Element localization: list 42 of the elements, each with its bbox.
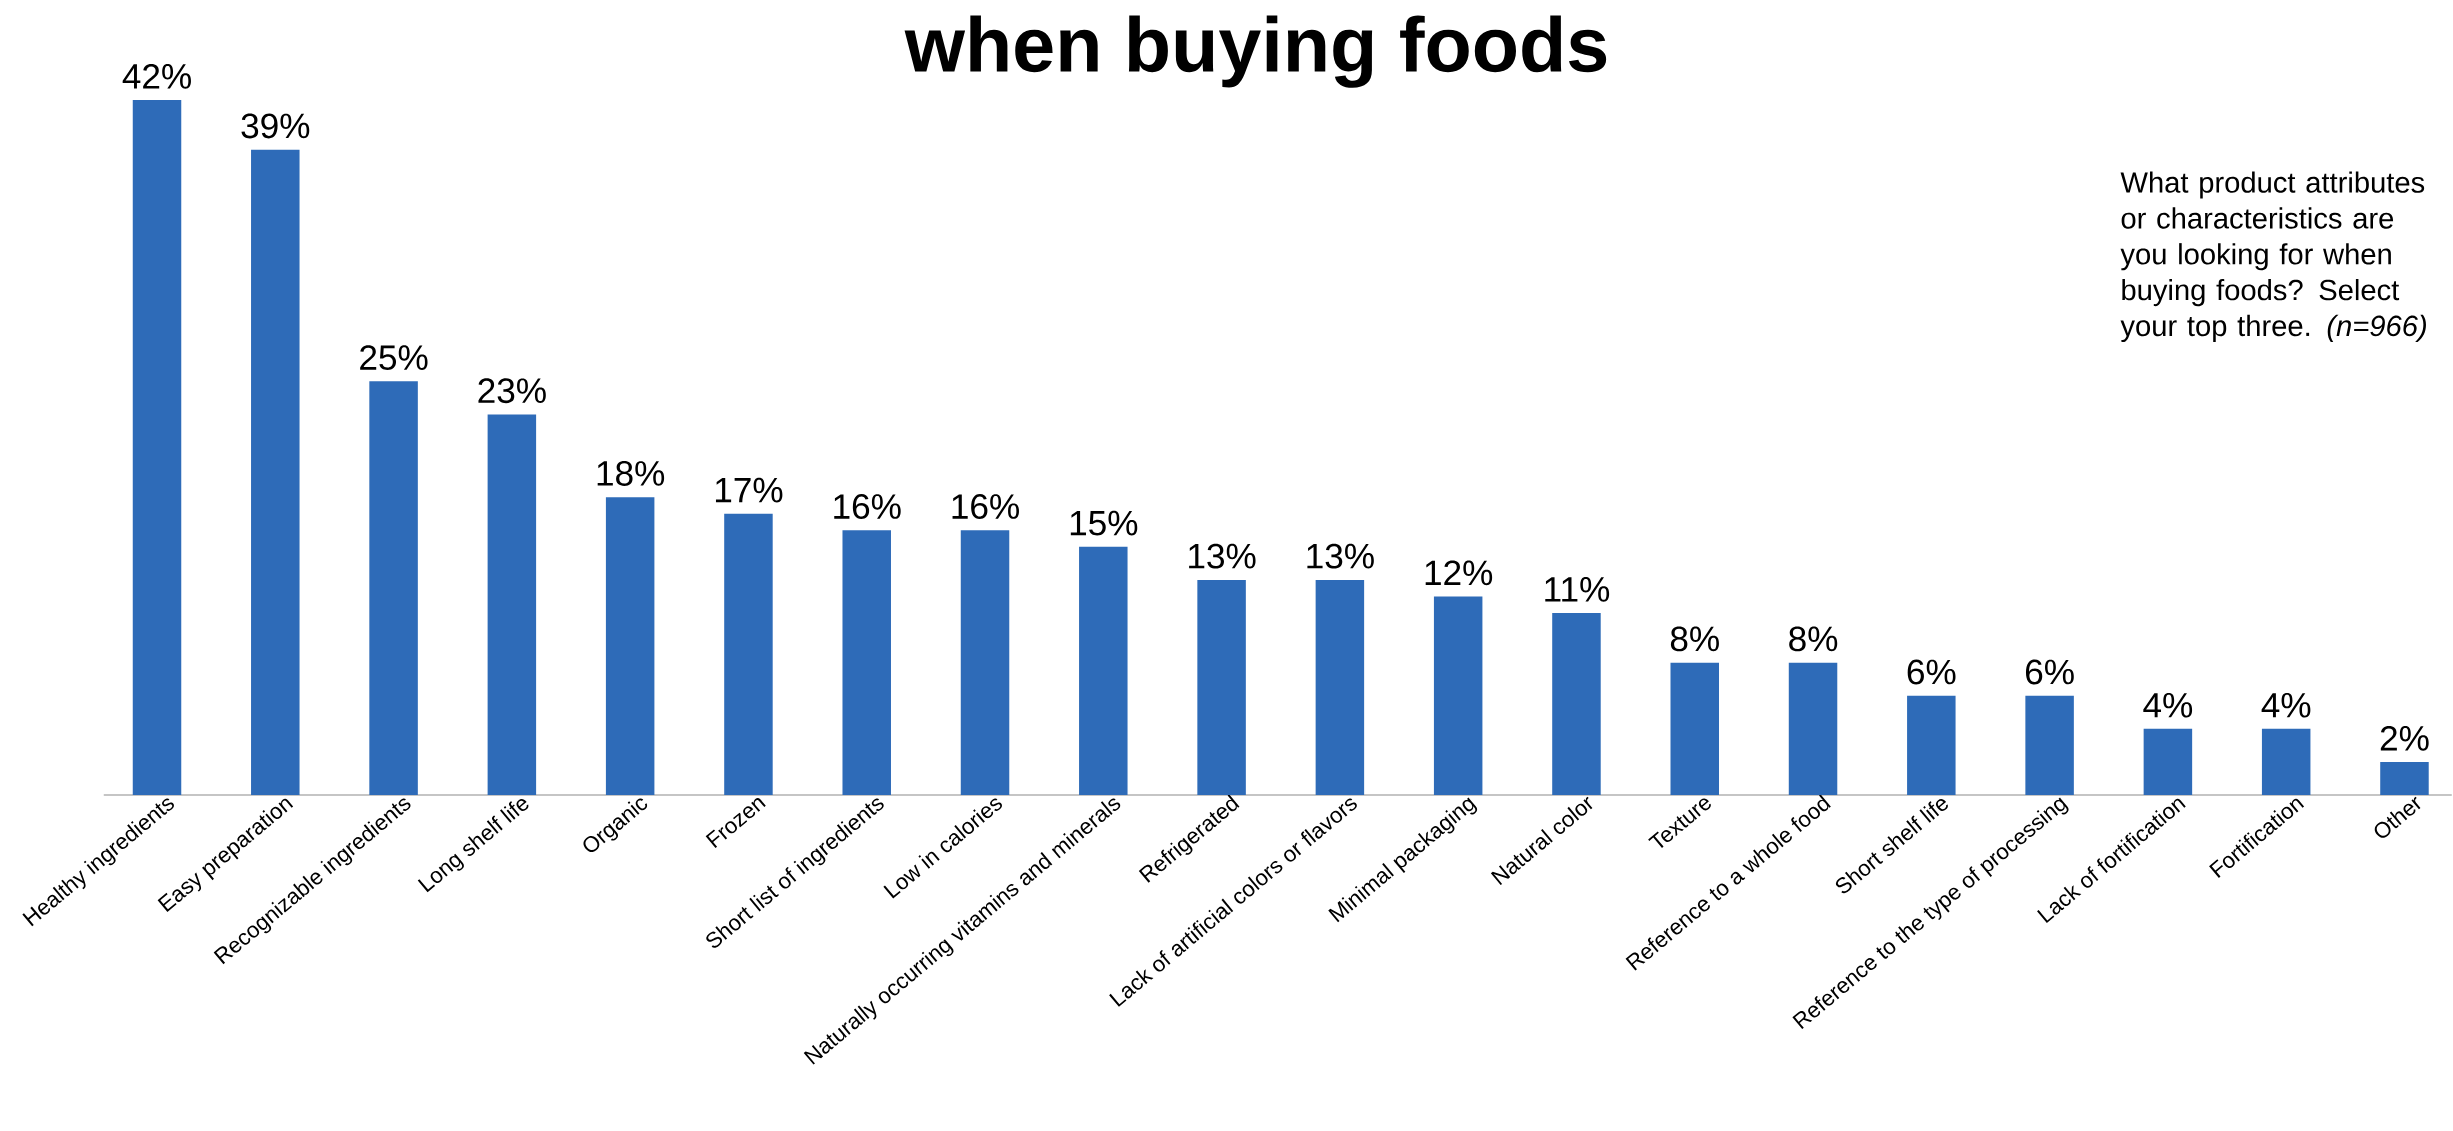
bar <box>1433 596 1483 795</box>
chart-title: when buying foods <box>904 15 1607 88</box>
data-label: 39% <box>241 113 310 139</box>
bar <box>487 414 537 795</box>
data-label: 8% <box>1789 626 1838 652</box>
bar <box>1552 612 1601 795</box>
data-label: 13% <box>1307 543 1374 569</box>
bar <box>1079 546 1128 795</box>
bar <box>1315 579 1365 795</box>
bar <box>724 513 773 795</box>
data-label: 4% <box>2261 692 2311 718</box>
data-label: 13% <box>1189 543 1256 569</box>
bar <box>960 530 1010 795</box>
bar <box>605 497 655 795</box>
bar <box>1197 579 1246 795</box>
data-label: 15% <box>1070 510 1138 536</box>
annotation: What product attributes or characteristics are you looking for when buying foods? Select your top three. (n=966) <box>2120 171 2426 343</box>
bar <box>2025 695 2074 795</box>
data-label: 11% <box>1545 577 1610 602</box>
data-label: 12% <box>1425 560 1493 586</box>
data-label: 23% <box>478 378 546 404</box>
data-label: 2% <box>2380 725 2429 751</box>
data-label: 16% <box>952 494 1019 519</box>
bar <box>369 381 418 795</box>
bar <box>2261 728 2311 795</box>
bar <box>842 530 891 795</box>
bar <box>2380 761 2429 795</box>
bar <box>132 99 182 795</box>
data-label: 25% <box>360 345 428 371</box>
bar <box>2143 728 2193 795</box>
data-label: 16% <box>834 494 901 519</box>
data-label: 6% <box>1907 659 1956 685</box>
bar <box>1788 662 1838 795</box>
data-label: 6% <box>2025 659 2074 685</box>
bar <box>1670 662 1719 795</box>
data-label: 8% <box>1670 626 1719 652</box>
data-label: 18% <box>597 461 665 486</box>
data-label: 4% <box>2143 692 2193 718</box>
bar <box>1907 695 1956 795</box>
bar <box>251 149 300 795</box>
data-label: 17% <box>715 477 783 503</box>
data-label: 42% <box>122 64 191 89</box>
